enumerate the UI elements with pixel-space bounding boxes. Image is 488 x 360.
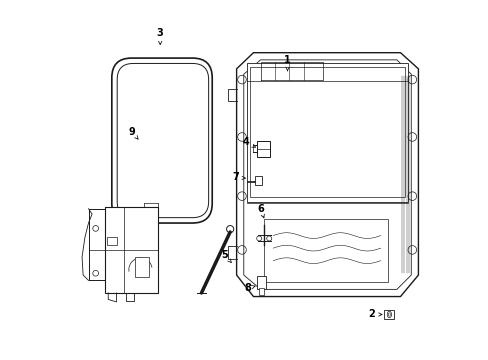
Bar bbox=[257, 140, 269, 157]
Bar bbox=[258, 288, 264, 295]
FancyBboxPatch shape bbox=[117, 63, 208, 218]
Bar bbox=[257, 276, 265, 289]
Text: 7: 7 bbox=[232, 172, 245, 183]
Bar bbox=[104, 207, 158, 293]
Ellipse shape bbox=[386, 311, 391, 318]
Text: 2: 2 bbox=[367, 310, 381, 319]
Text: 5: 5 bbox=[221, 250, 231, 262]
Polygon shape bbox=[247, 63, 407, 202]
Text: 1: 1 bbox=[284, 55, 290, 71]
Text: 8: 8 bbox=[244, 283, 255, 293]
FancyBboxPatch shape bbox=[112, 58, 212, 223]
Ellipse shape bbox=[387, 313, 389, 316]
Text: 9: 9 bbox=[128, 127, 138, 139]
Bar bbox=[135, 257, 149, 277]
Text: 6: 6 bbox=[257, 204, 264, 218]
Bar bbox=[254, 176, 262, 185]
Text: 4: 4 bbox=[243, 138, 255, 147]
Bar bbox=[107, 237, 117, 244]
Bar bbox=[384, 310, 394, 319]
Text: 3: 3 bbox=[157, 28, 163, 45]
